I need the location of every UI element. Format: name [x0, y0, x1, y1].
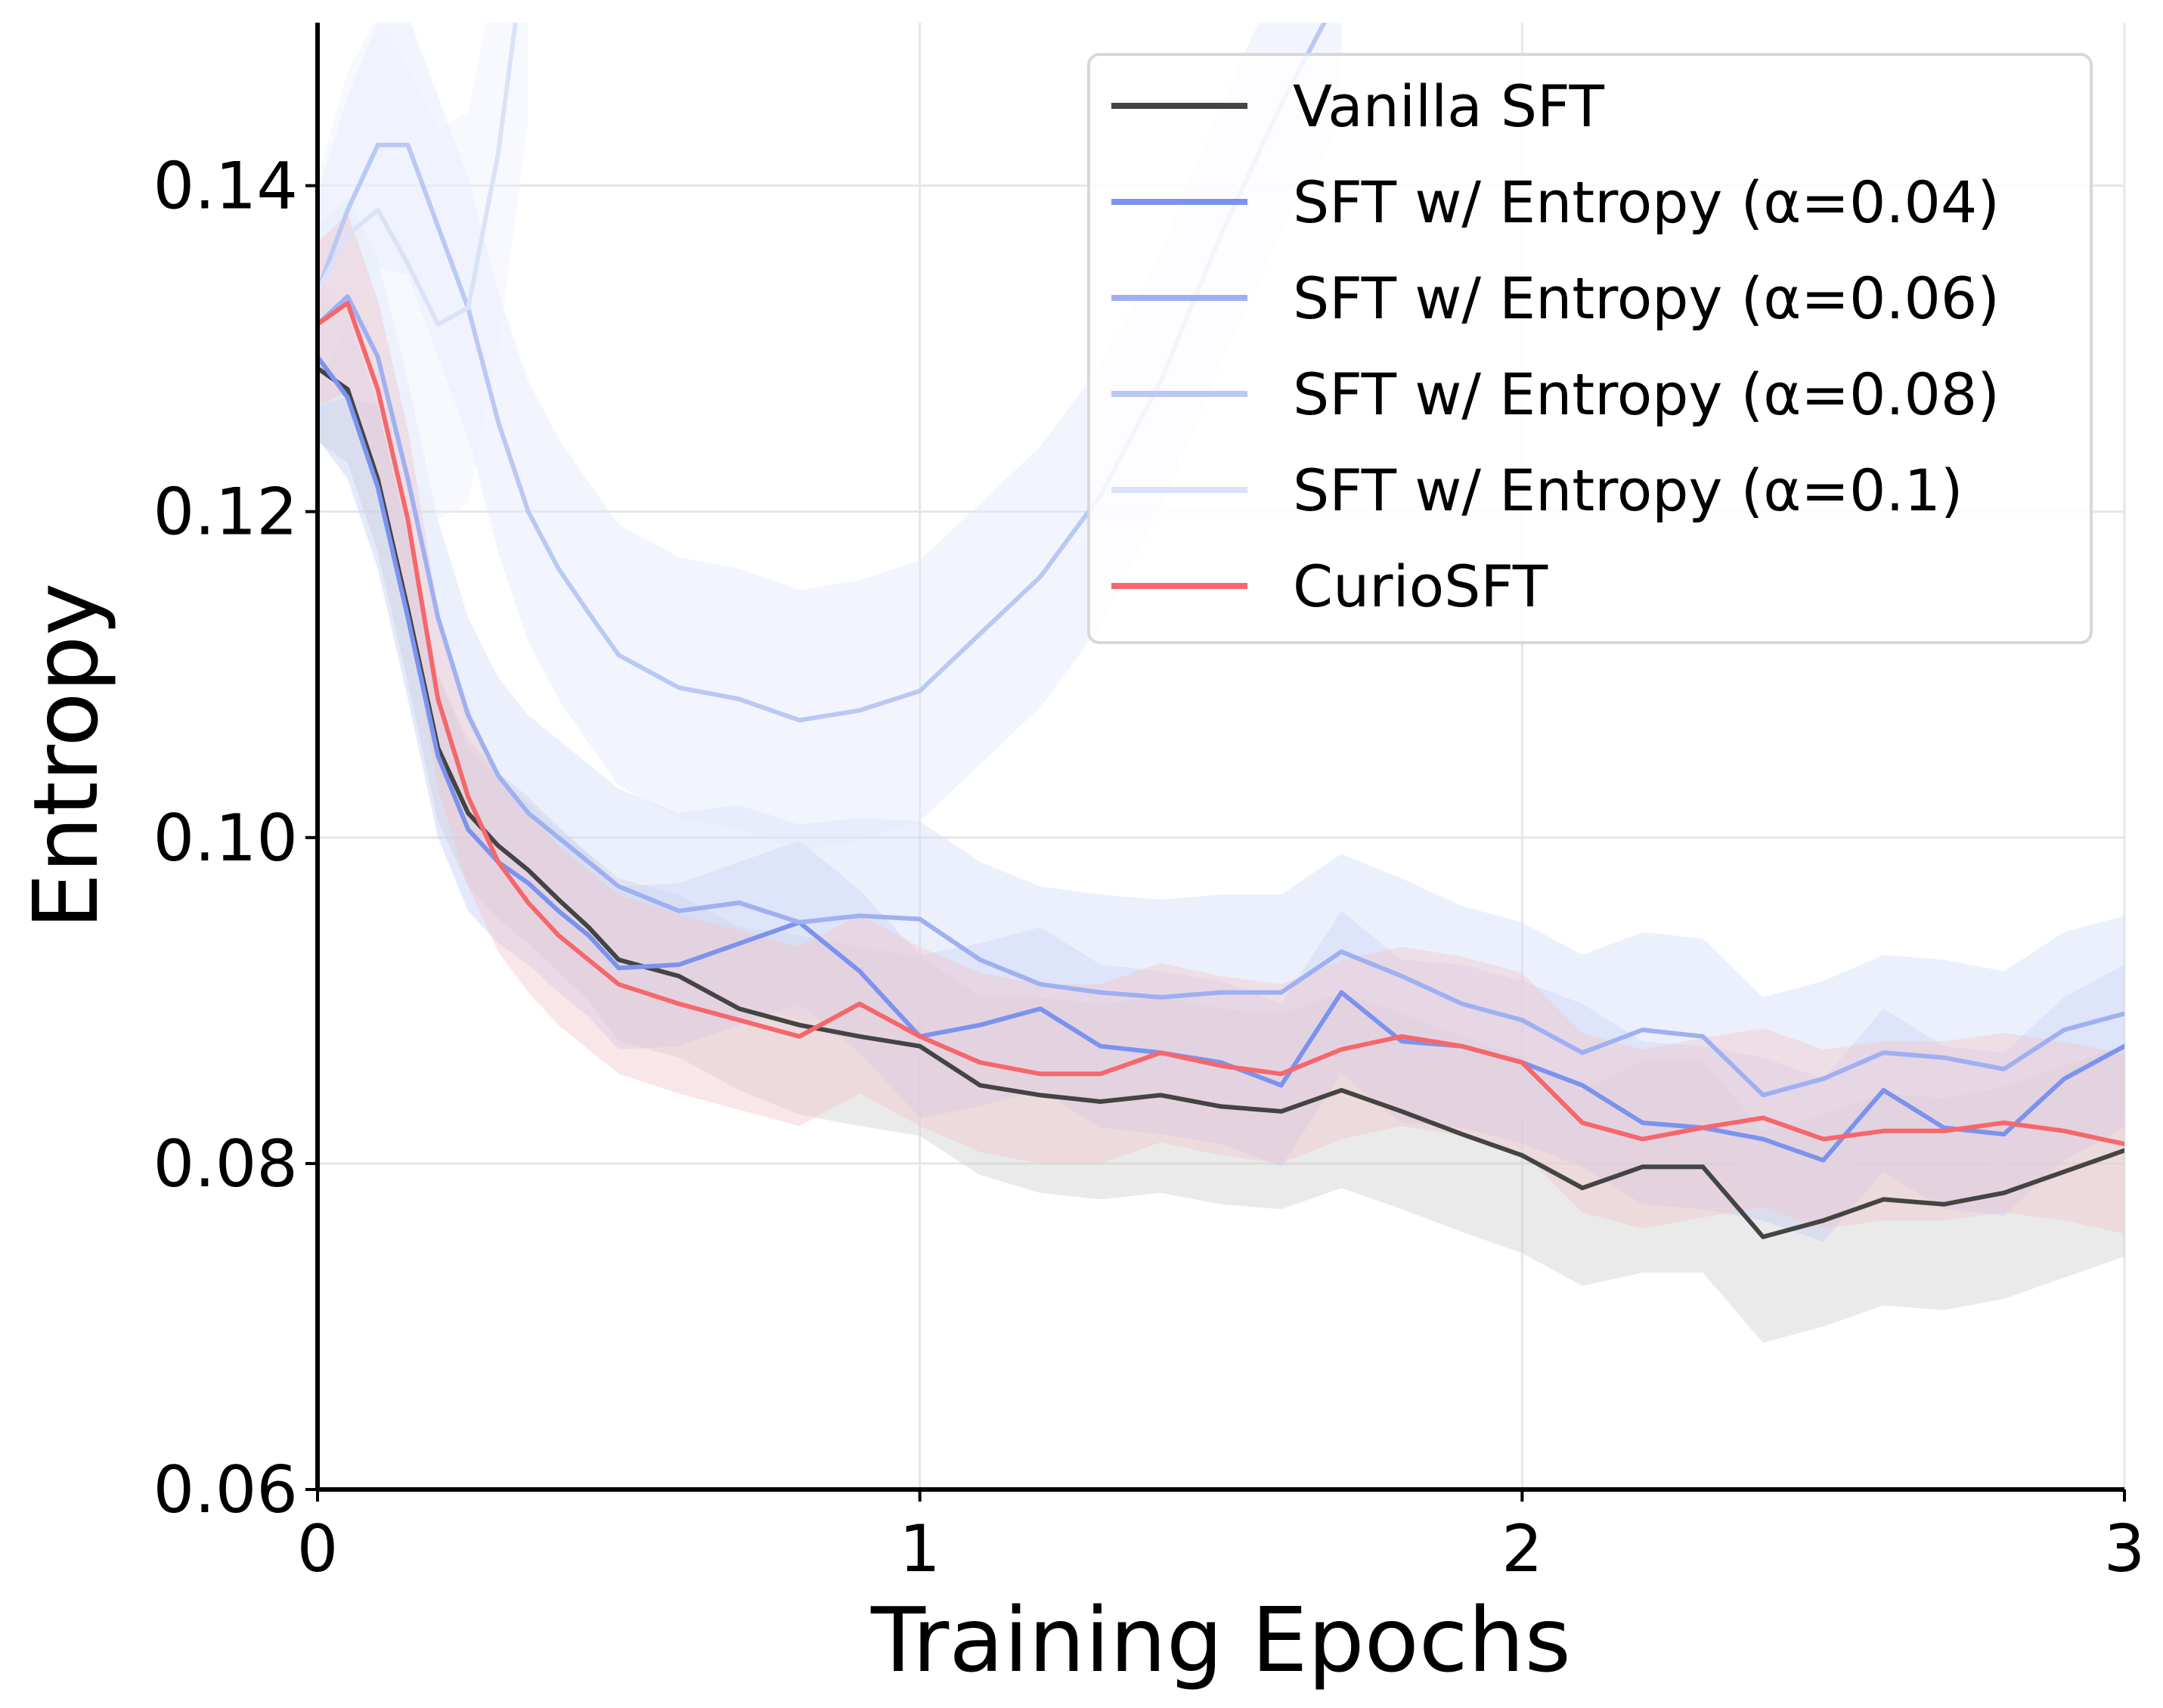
- y-tick-label: 0.08: [153, 1127, 298, 1202]
- confidence-bands: [318, 23, 2124, 1343]
- band-curiosft: [318, 213, 2124, 1234]
- x-tick-label: 2: [1501, 1511, 1543, 1587]
- line-sft-w-entropy-0-06: [318, 294, 2124, 1098]
- tick-marks-and-labels: 0.06 0.08 0.10 0.12 0.14 0 1 2 3: [153, 149, 2146, 1587]
- x-tick-label: 1: [899, 1511, 941, 1587]
- y-tick-label: 0.12: [153, 475, 298, 550]
- x-tick-label: 0: [297, 1511, 339, 1587]
- x-axis-title: Training Epochs: [870, 1588, 1571, 1692]
- y-tick-label: 0.10: [153, 801, 298, 876]
- band-sft-w-entropy-0-06: [318, 198, 2124, 1193]
- axes: [315, 23, 2124, 1492]
- y-tick-label: 0.14: [153, 149, 298, 225]
- band-sft-w-entropy-0-08: [318, 23, 1342, 851]
- band-sft-w-entropy-0-1: [318, 23, 528, 520]
- legend-label-curiosft: CurioSFT: [1293, 553, 1548, 620]
- legend-label-vanilla-sft: Vanilla SFT: [1293, 73, 1605, 140]
- legend-frame: [1087, 53, 2093, 644]
- legend-label-sft-w-entropy-0-06: SFT w/ Entropy (α=0.06): [1293, 265, 2000, 332]
- legend-label-sft-w-entropy-0-08: SFT w/ Entropy (α=0.08): [1293, 361, 2000, 428]
- band-sft-w-entropy-0-04: [318, 275, 2124, 1242]
- line-curiosft: [318, 300, 2124, 1146]
- line-vanilla-sft: [318, 366, 2124, 1239]
- line-sft-w-entropy-0-1: [318, 23, 518, 327]
- line-sft-w-entropy-0-04: [318, 354, 2124, 1163]
- x-tick-label: 3: [2104, 1511, 2146, 1587]
- band-vanilla-sft: [318, 295, 2124, 1343]
- legend-label-sft-w-entropy-0-1: SFT w/ Entropy (α=0.1): [1293, 457, 1963, 524]
- y-axis-title: Entropy: [14, 583, 118, 929]
- legend: Vanilla SFT SFT w/ Entropy (α=0.04) SFT w/…: [1087, 53, 2093, 644]
- y-tick-label: 0.06: [153, 1452, 298, 1528]
- legend-label-sft-w-entropy-0-04: SFT w/ Entropy (α=0.04): [1293, 169, 2000, 236]
